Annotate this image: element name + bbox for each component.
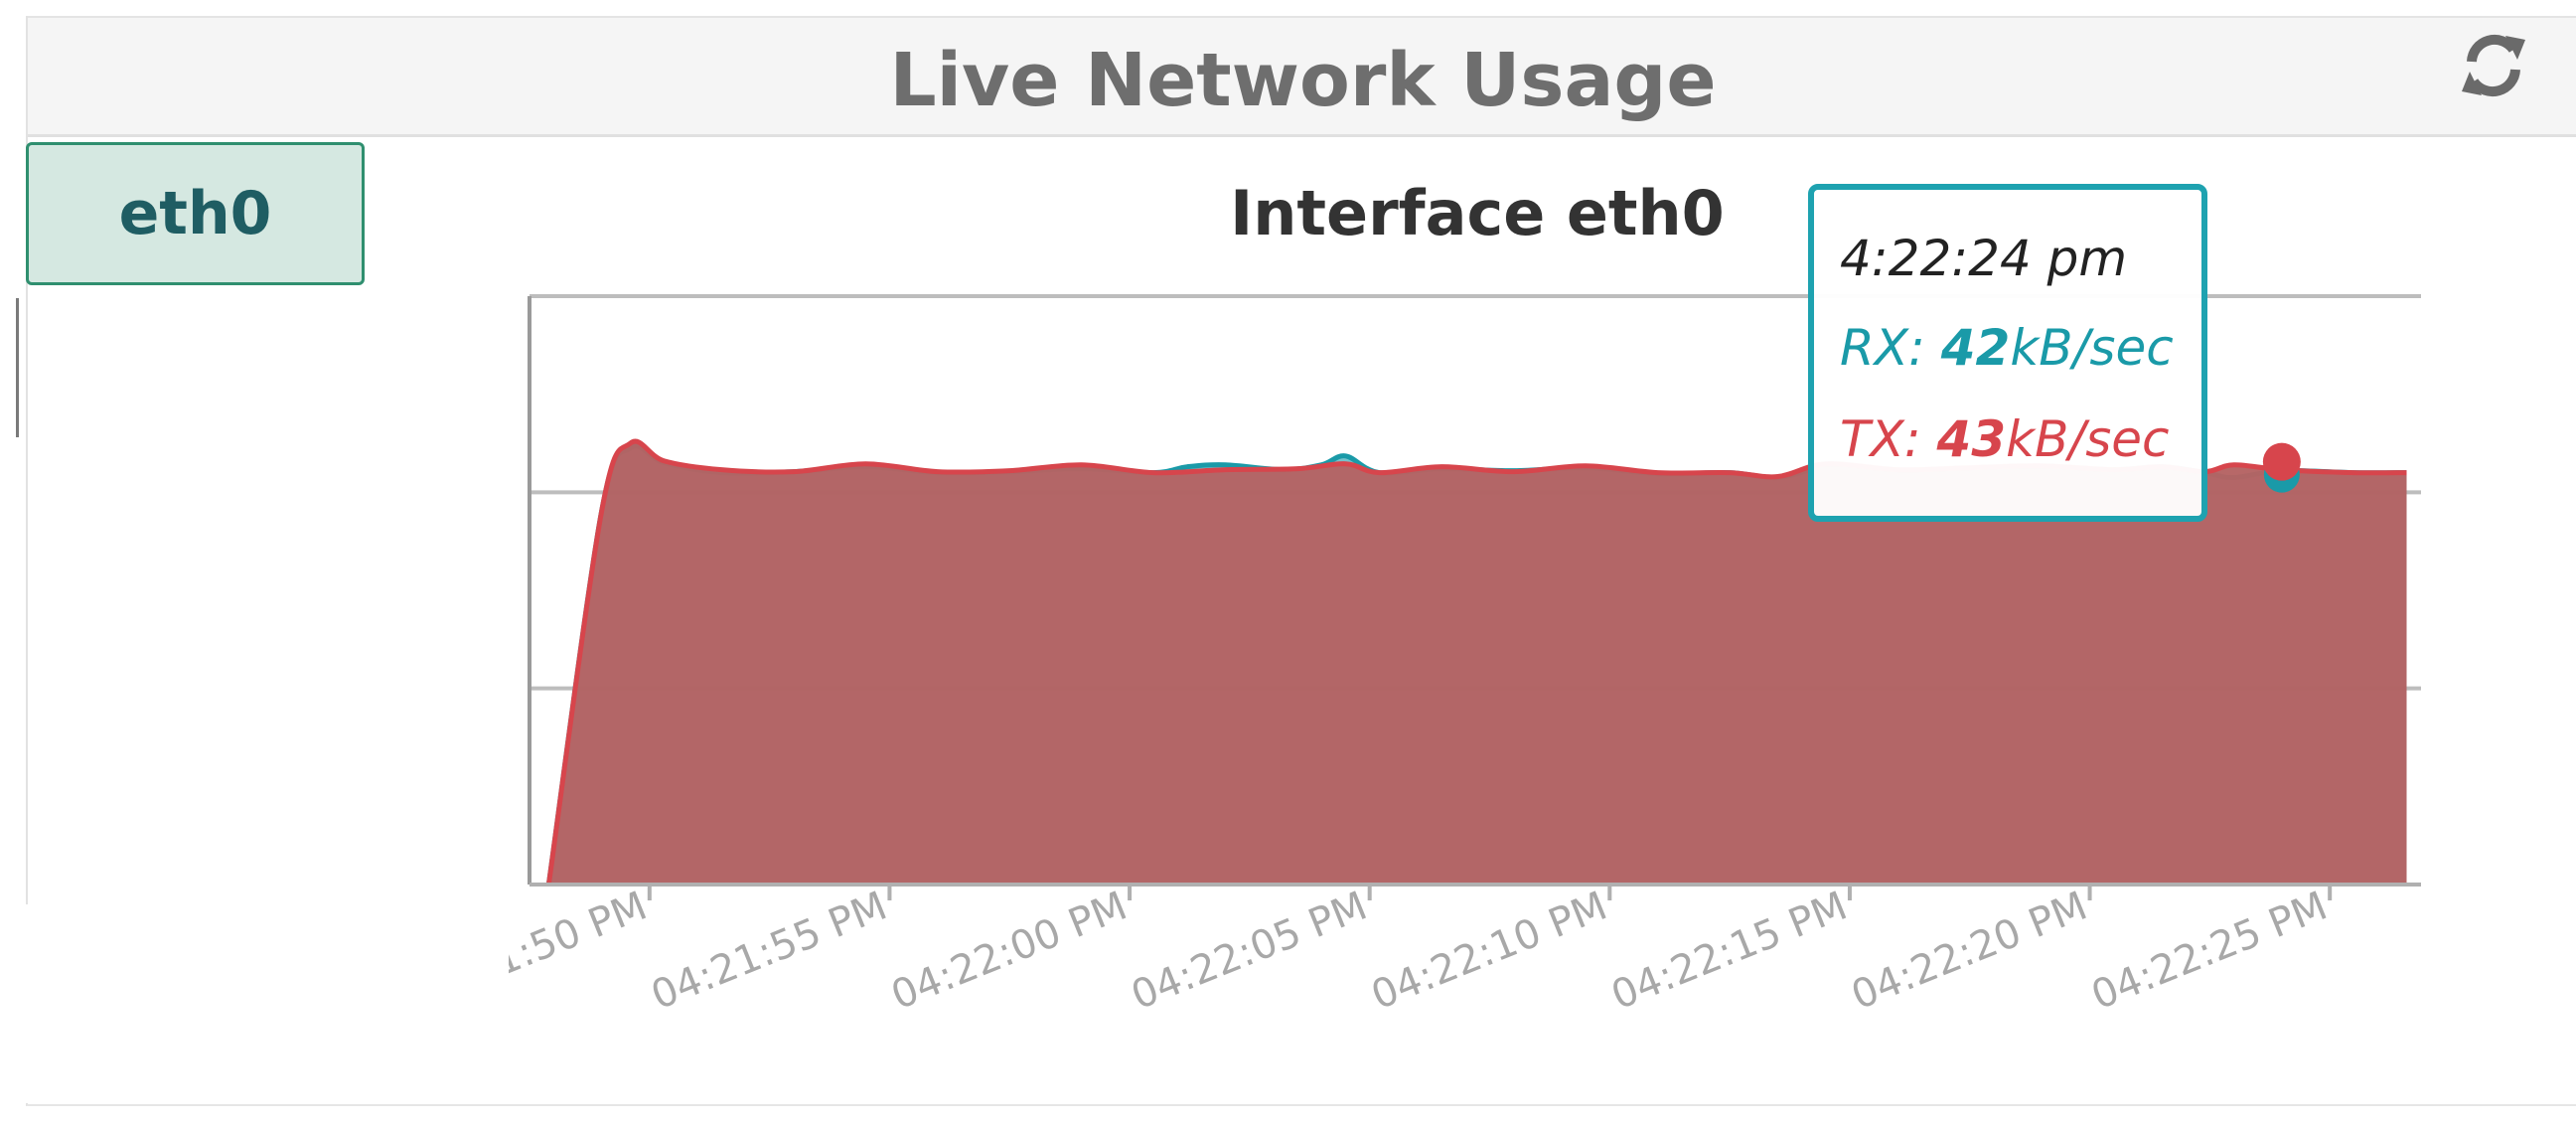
scroll-edge-marker <box>16 298 19 437</box>
tooltip-rx-value: 42 <box>1940 319 2011 377</box>
x-tick-label-2: 04:22:00 PM <box>885 884 1134 1020</box>
chart-tooltip: 4:22:24 pm RX: 42kB/sec TX: 43kB/sec <box>1808 184 2207 522</box>
x-tick-label-6: 04:22:20 PM <box>1845 884 2093 1020</box>
tooltip-rx-label: RX: <box>1840 319 1941 377</box>
x-tick-label-4: 04:22:10 PM <box>1365 884 1613 1020</box>
tooltip-tx: TX: 43kB/sec <box>1840 410 2170 468</box>
x-tick-label-5: 04:22:15 PM <box>1605 884 1854 1020</box>
x-tick-label-3: 04:22:05 PM <box>1125 884 1373 1020</box>
label-clip-mask <box>0 904 509 1103</box>
tx-hover-point <box>2262 442 2301 481</box>
x-tick-label-1: 04:21:55 PM <box>645 884 893 1020</box>
x-tick-label-7: 04:22:25 PM <box>2085 884 2334 1020</box>
panel-header: Live Network Usage <box>28 16 2576 137</box>
tooltip-tx-value: 43 <box>1936 410 2007 468</box>
tooltip-tx-unit: kB/sec <box>2006 410 2170 468</box>
tooltip-time: 4:22:24 pm <box>1840 230 2128 287</box>
tooltip-rx: RX: 42kB/sec <box>1840 319 2174 377</box>
tx-area <box>548 441 2407 885</box>
tooltip-rx-unit: kB/sec <box>2010 319 2174 377</box>
tooltip-tx-label: TX: <box>1840 410 1937 468</box>
refresh-icon[interactable] <box>2454 26 2533 105</box>
tab-eth0[interactable]: eth0 <box>26 142 365 285</box>
chart-title: Interface eth0 <box>1230 177 1725 249</box>
panel-title: Live Network Usage <box>889 38 1717 123</box>
